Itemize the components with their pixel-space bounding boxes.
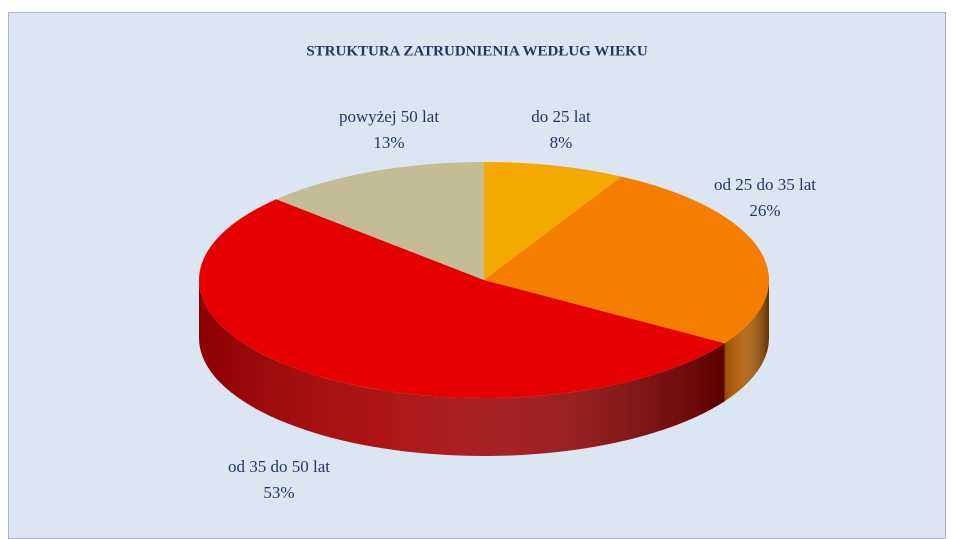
data-label-name: od 35 do 50 lat bbox=[228, 457, 330, 476]
data-label-name: do 25 lat bbox=[531, 107, 591, 126]
data-label-value: 8% bbox=[550, 133, 573, 152]
pie-slice bbox=[276, 162, 484, 280]
data-label-name: od 25 do 35 lat bbox=[714, 175, 816, 194]
pie-slice bbox=[484, 176, 770, 344]
data-labels: do 25 lat 8% od 25 do 35 lat 26% od 35 do 50… bbox=[228, 107, 816, 502]
data-label-value: 53% bbox=[263, 483, 294, 502]
data-label-value: 26% bbox=[749, 201, 780, 220]
pie-slice bbox=[199, 199, 725, 398]
pie-sides bbox=[199, 280, 770, 457]
data-label-value: 13% bbox=[373, 133, 404, 152]
pie-slice bbox=[484, 162, 622, 280]
pie-side-shade bbox=[724, 280, 770, 402]
pie-tops bbox=[199, 162, 770, 398]
pie-side-shade bbox=[199, 280, 725, 457]
chart-title: STRUKTURA ZATRUDNIENIA WEDŁUG WIEKU bbox=[306, 43, 647, 59]
data-label-name: powyżej 50 lat bbox=[339, 107, 439, 126]
